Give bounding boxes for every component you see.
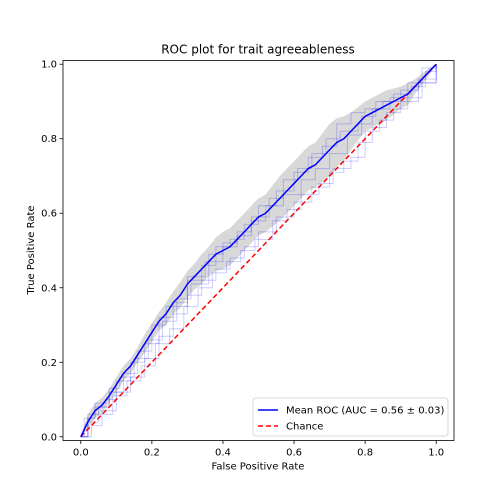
y-tick-label: 0.6 xyxy=(41,209,57,220)
mean-roc-line xyxy=(80,63,437,438)
plot-frame xyxy=(62,60,455,441)
y-tick-label: 0.4 xyxy=(41,283,57,294)
x-axis-title: False Positive Rate xyxy=(212,462,305,473)
y-tick-label: 0.2 xyxy=(41,358,57,369)
fold-roc-curve-5 xyxy=(80,64,437,438)
x-axis-ticks: 0.0 0.2 0.4 0.6 0.8 1.0 xyxy=(73,440,444,459)
y-axis-title: True Positive Rate xyxy=(26,205,37,295)
legend: Mean ROC (AUC = 0.56 ± 0.03) Chance xyxy=(252,397,449,437)
y-tick-label: 0.8 xyxy=(41,134,57,145)
x-tick-label: 0.8 xyxy=(357,448,373,459)
std-band xyxy=(80,64,437,437)
legend-chance-label: Chance xyxy=(286,422,323,433)
chart-title: ROC plot for trait agreeableness xyxy=(161,43,355,57)
x-tick-label: 1.0 xyxy=(428,448,444,459)
fold-roc-curve-3 xyxy=(80,64,437,438)
x-tick-label: 0.6 xyxy=(286,448,302,459)
x-tick-label: 0.0 xyxy=(73,448,89,459)
plot-area xyxy=(80,63,437,438)
legend-mean-roc-label: Mean ROC (AUC = 0.56 ± 0.03) xyxy=(286,406,444,417)
legend-box xyxy=(252,397,449,437)
x-tick-label: 0.2 xyxy=(144,448,160,459)
y-tick-label: 0.0 xyxy=(41,432,57,443)
fold-curves xyxy=(80,64,437,438)
y-axis-ticks: 0.0 0.2 0.4 0.6 0.8 1.0 xyxy=(41,60,63,443)
fold-roc-curve-2 xyxy=(80,64,437,438)
y-tick-label: 1.0 xyxy=(41,60,57,71)
chance-line xyxy=(80,63,437,438)
x-tick-label: 0.4 xyxy=(215,448,231,459)
